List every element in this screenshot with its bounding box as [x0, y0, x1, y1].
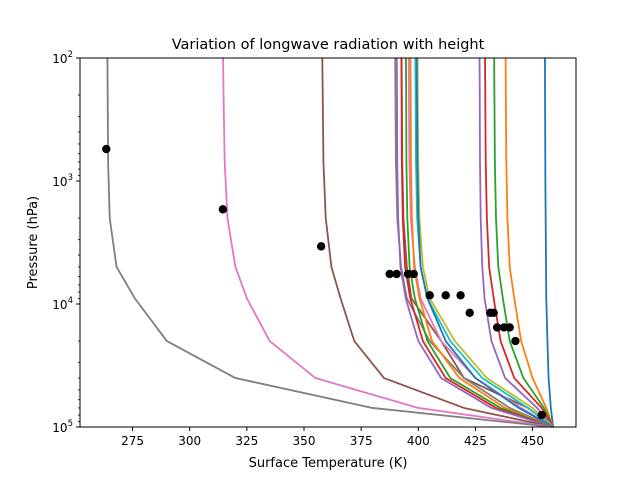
data-point-11 [465, 308, 474, 318]
series-layer [106, 57, 555, 428]
points-layer [102, 144, 546, 420]
data-point-10 [456, 291, 465, 300]
y-axis-ticks: 102 103 104 105 [52, 50, 80, 435]
data-point-18 [537, 410, 546, 420]
x-tick-label: 275 [121, 434, 144, 448]
data-point-17 [511, 336, 520, 346]
x-tick-label: 425 [464, 434, 487, 448]
data-point-13 [489, 308, 498, 318]
x-axis-ticks: 275 300 325 350 375 400 425 450 [121, 427, 544, 448]
series-line-14 [400, 57, 554, 428]
series-line-15 [395, 57, 554, 428]
y-tick-label: 103 [52, 173, 73, 189]
data-point-5 [392, 269, 401, 279]
x-tick-label: 300 [178, 434, 201, 448]
x-tick-label: 350 [293, 434, 316, 448]
x-tick-label: 325 [235, 434, 258, 448]
plot-area-frame [79, 57, 577, 428]
series-line-11 [415, 57, 554, 428]
series-line-12 [409, 57, 554, 428]
y-axis-label: Pressure (hPa) [26, 196, 41, 289]
data-point-1 [102, 144, 111, 154]
chart-title: Variation of longwave radiation with hei… [172, 37, 485, 53]
x-axis-label: Surface Temperature (K) [249, 456, 408, 471]
y-tick-label: 104 [52, 296, 73, 312]
x-tick-label: 400 [407, 434, 430, 448]
series-line-13 [405, 57, 554, 428]
data-point-9 [441, 291, 450, 300]
series-line-2 [504, 57, 554, 428]
series-line-1 [544, 57, 555, 428]
series-line-18 [106, 57, 554, 428]
data-point-7 [409, 269, 418, 279]
series-line-17 [222, 57, 554, 428]
x-tick-label: 450 [521, 434, 544, 448]
data-point-4 [385, 269, 394, 279]
data-point-16 [505, 323, 514, 332]
y-tick-label: 105 [52, 419, 73, 435]
series-line-8 [394, 57, 554, 428]
series-line-9 [416, 57, 554, 428]
data-point-14 [492, 323, 502, 332]
series-line-16 [321, 57, 554, 428]
data-point-8 [425, 291, 434, 300]
data-point-3 [316, 242, 326, 251]
series-line-3 [493, 57, 554, 428]
series-line-5 [478, 57, 554, 428]
data-point-2 [218, 205, 228, 214]
x-tick-label: 375 [350, 434, 373, 448]
series-line-4 [484, 57, 554, 428]
y-tick-label: 102 [52, 50, 73, 66]
